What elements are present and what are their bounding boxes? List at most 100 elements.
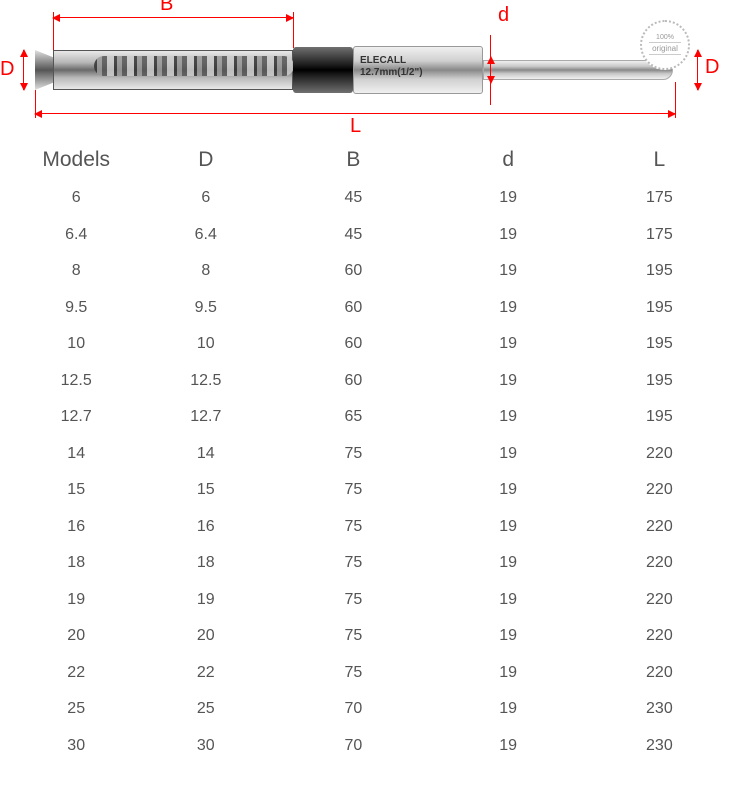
dim-label-L: L <box>350 115 361 138</box>
dim-label-d: d <box>498 4 509 27</box>
col-header-D: D <box>137 140 274 180</box>
table-row: 6.46.44519175 <box>15 217 735 254</box>
table-cell: 8 <box>137 253 274 290</box>
brand-size: 12.7mm(1/2") <box>360 67 423 78</box>
collar-dark <box>293 47 353 93</box>
table-cell: 16 <box>15 509 137 546</box>
table-cell: 9.5 <box>15 290 137 327</box>
table-cell: 19 <box>433 618 584 655</box>
table-cell: 220 <box>584 655 735 692</box>
table-cell: 19 <box>433 472 584 509</box>
table-row: 19197519220 <box>15 582 735 619</box>
table-cell: 19 <box>433 399 584 436</box>
table-cell: 75 <box>274 655 432 692</box>
table-cell: 25 <box>137 691 274 728</box>
col-header-B: B <box>274 140 432 180</box>
dim-line-D-right <box>697 50 698 90</box>
dim-line-d <box>490 57 491 83</box>
table-cell: 19 <box>433 290 584 327</box>
table-cell: 10 <box>137 326 274 363</box>
brand-name: ELECALL <box>360 55 406 66</box>
table-cell: 175 <box>584 217 735 254</box>
table-cell: 19 <box>433 217 584 254</box>
chisel-tip <box>35 50 55 90</box>
table-cell: 18 <box>15 545 137 582</box>
table-row: 14147519220 <box>15 436 735 473</box>
table-cell: 15 <box>15 472 137 509</box>
col-header-L: L <box>584 140 735 180</box>
table-cell: 220 <box>584 545 735 582</box>
table-cell: 19 <box>433 691 584 728</box>
table-cell: 195 <box>584 399 735 436</box>
table-cell: 19 <box>433 363 584 400</box>
table-row: 15157519220 <box>15 472 735 509</box>
table-cell: 30 <box>137 728 274 765</box>
table-cell: 12.7 <box>15 399 137 436</box>
table-cell: 70 <box>274 691 432 728</box>
table-cell: 70 <box>274 728 432 765</box>
table-cell: 195 <box>584 326 735 363</box>
table-cell: 19 <box>15 582 137 619</box>
table-cell: 75 <box>274 618 432 655</box>
table-cell: 25 <box>15 691 137 728</box>
table-row: 18187519220 <box>15 545 735 582</box>
table-cell: 195 <box>584 290 735 327</box>
table-cell: 75 <box>274 582 432 619</box>
table-cell: 230 <box>584 728 735 765</box>
table-cell: 20 <box>15 618 137 655</box>
table-cell: 18 <box>137 545 274 582</box>
table-cell: 19 <box>137 582 274 619</box>
table-cell: 6 <box>137 180 274 217</box>
collar-light: ELECALL 12.7mm(1/2") <box>353 46 483 94</box>
table-cell: 9.5 <box>137 290 274 327</box>
table-row: 10106019195 <box>15 326 735 363</box>
table-cell: 19 <box>433 436 584 473</box>
square-chisel-body <box>53 50 293 90</box>
table-cell: 65 <box>274 399 432 436</box>
table-cell: 8 <box>15 253 137 290</box>
table-cell: 19 <box>433 545 584 582</box>
table-cell: 60 <box>274 253 432 290</box>
table-cell: 12.7 <box>137 399 274 436</box>
table-cell: 19 <box>433 509 584 546</box>
table-cell: 19 <box>433 253 584 290</box>
table-row: 20207519220 <box>15 618 735 655</box>
specifications-table: Models D B d L 6645191756.46.44519175886… <box>15 140 735 764</box>
dim-label-D-left: D <box>0 58 14 81</box>
dimension-diagram: ELECALL 12.7mm(1/2") 100% original B d D… <box>0 0 750 130</box>
dim-label-D-right: D <box>705 56 719 79</box>
table-cell: 60 <box>274 290 432 327</box>
col-header-d: d <box>433 140 584 180</box>
table-cell: 220 <box>584 436 735 473</box>
table-cell: 16 <box>137 509 274 546</box>
table-cell: 60 <box>274 363 432 400</box>
table-header: Models D B d L <box>15 140 735 180</box>
table-cell: 175 <box>584 180 735 217</box>
table-cell: 220 <box>584 582 735 619</box>
table-cell: 22 <box>137 655 274 692</box>
table-cell: 19 <box>433 728 584 765</box>
table-cell: 14 <box>137 436 274 473</box>
dim-line-B <box>53 17 293 18</box>
table-cell: 195 <box>584 363 735 400</box>
brand-marking: ELECALL 12.7mm(1/2") <box>360 55 423 79</box>
table-row: 22227519220 <box>15 655 735 692</box>
table-cell: 19 <box>433 326 584 363</box>
col-header-models: Models <box>15 140 137 180</box>
table-cell: 230 <box>584 691 735 728</box>
table-row: 30307019230 <box>15 728 735 765</box>
dim-line-L <box>35 113 675 114</box>
tool-body: ELECALL 12.7mm(1/2") <box>35 55 675 85</box>
table-cell: 19 <box>433 655 584 692</box>
table-cell: 14 <box>15 436 137 473</box>
badge-mid-text: original <box>649 42 681 55</box>
table-cell: 19 <box>433 582 584 619</box>
table-row: 25257019230 <box>15 691 735 728</box>
table-body: 6645191756.46.445191758860191959.59.5601… <box>15 180 735 764</box>
table-cell: 30 <box>15 728 137 765</box>
dim-label-B: B <box>160 0 173 16</box>
table-row: 664519175 <box>15 180 735 217</box>
table-cell: 10 <box>15 326 137 363</box>
table-cell: 75 <box>274 545 432 582</box>
table-cell: 45 <box>274 180 432 217</box>
